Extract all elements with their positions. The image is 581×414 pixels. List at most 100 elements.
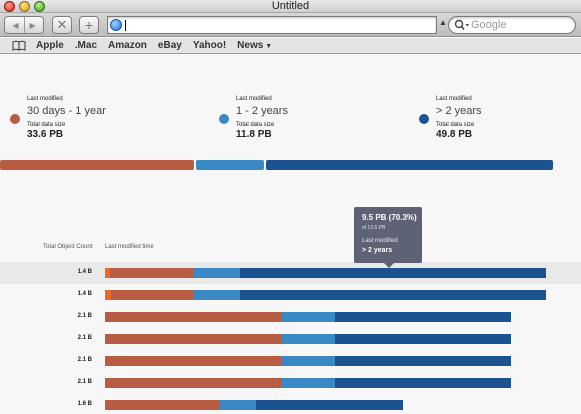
bookmark-amazon[interactable]: Amazon bbox=[108, 40, 147, 51]
object-count: 2.1 B bbox=[77, 357, 92, 363]
bookmark-yahoo[interactable]: Yahoo! bbox=[192, 40, 227, 51]
minimize-window-button[interactable] bbox=[19, 1, 30, 12]
zoom-window-button[interactable] bbox=[34, 1, 45, 12]
legend-size-label: Total data size bbox=[436, 122, 475, 128]
search-field[interactable] bbox=[448, 16, 576, 34]
row-bar-segment[interactable] bbox=[219, 400, 256, 410]
row-bar-segment[interactable] bbox=[335, 334, 511, 344]
row-bar-segment[interactable] bbox=[105, 268, 110, 278]
row-bar-segment[interactable] bbox=[193, 268, 240, 278]
table-row[interactable]: 2.1 B bbox=[0, 306, 581, 328]
row-bar-segment[interactable] bbox=[281, 334, 335, 344]
table-row[interactable]: 1.6 B bbox=[0, 394, 581, 414]
add-bookmark-button[interactable]: + bbox=[79, 16, 99, 34]
close-icon: ✕ bbox=[56, 17, 68, 32]
object-count: 1.6 B bbox=[77, 401, 92, 407]
open-book-icon[interactable] bbox=[12, 40, 26, 51]
legend-size: 11.8 PB bbox=[236, 129, 272, 140]
legend-dot bbox=[219, 114, 229, 124]
forward-arrow-icon[interactable]: ▶ bbox=[29, 20, 36, 30]
row-bar-segment[interactable] bbox=[110, 268, 193, 278]
legend-label: Last modified bbox=[27, 96, 63, 102]
row-bar-segment[interactable] bbox=[240, 290, 546, 300]
chevron-down-icon: ▼ bbox=[265, 43, 273, 50]
bookmark-ebay[interactable]: eBay bbox=[157, 40, 182, 51]
row-stacked-bar[interactable] bbox=[105, 378, 511, 388]
legend-size-label: Total data size bbox=[27, 122, 66, 128]
object-count: 2.1 B bbox=[77, 335, 92, 341]
bookmark-mac[interactable]: .Mac bbox=[74, 40, 98, 51]
count-column-header: Total Object Count bbox=[43, 244, 93, 250]
tooltip-label: Last modified bbox=[362, 238, 398, 244]
row-stacked-bar[interactable] bbox=[105, 334, 511, 344]
address-bar[interactable] bbox=[107, 16, 437, 34]
table-row[interactable]: 2.1 B bbox=[0, 328, 581, 350]
object-count: 2.1 B bbox=[77, 313, 92, 319]
back-arrow-icon[interactable]: ◀ bbox=[12, 20, 19, 30]
time-column-header: Last modified time bbox=[105, 244, 154, 250]
object-count: 2.1 B bbox=[77, 379, 92, 385]
legend-label: Last modified bbox=[436, 96, 472, 102]
table-row[interactable]: 1.4 B bbox=[0, 262, 581, 284]
object-count: 1.4 B bbox=[77, 291, 92, 297]
row-bar-segment[interactable] bbox=[105, 400, 219, 410]
url-history-chevron-icon[interactable]: ▲ bbox=[439, 18, 447, 27]
table-row[interactable]: 2.1 B bbox=[0, 372, 581, 394]
table-row[interactable]: 2.1 B bbox=[0, 350, 581, 372]
legend-size: 33.6 PB bbox=[27, 129, 64, 140]
bookmarks-bar: Apple .Mac Amazon eBay Yahoo! News ▼ bbox=[0, 38, 581, 54]
hover-tooltip: 9.5 PB (70.3%) of 13.5 PB Last modified … bbox=[354, 207, 422, 268]
row-stacked-bar[interactable] bbox=[105, 312, 511, 322]
legend-label: Last modified bbox=[236, 96, 272, 102]
legend-range: > 2 years bbox=[436, 105, 482, 117]
text-cursor bbox=[125, 20, 126, 31]
row-bar-segment[interactable] bbox=[256, 400, 403, 410]
stop-button[interactable]: ✕ bbox=[52, 16, 72, 34]
row-bar-segment[interactable] bbox=[193, 290, 240, 300]
bookmark-news[interactable]: News ▼ bbox=[237, 40, 272, 51]
row-bar-segment[interactable] bbox=[240, 268, 546, 278]
row-bar-segment[interactable] bbox=[281, 356, 335, 366]
bookmark-news-label: News bbox=[237, 40, 264, 51]
overall-bar-segment[interactable] bbox=[196, 160, 264, 170]
window-titlebar: Untitled bbox=[0, 0, 581, 13]
window-title: Untitled bbox=[271, 0, 310, 12]
page-content: Last modified 30 days - 1 year Total dat… bbox=[0, 55, 581, 414]
globe-icon bbox=[110, 19, 122, 31]
row-bar-segment[interactable] bbox=[335, 378, 511, 388]
overall-bar-segment[interactable] bbox=[0, 160, 194, 170]
row-bar-segment[interactable] bbox=[335, 356, 511, 366]
row-stacked-bar[interactable] bbox=[105, 356, 511, 366]
browser-toolbar: ◀ ▶ ✕ + ▲ bbox=[0, 13, 581, 37]
row-stacked-bar[interactable] bbox=[105, 268, 546, 278]
overall-bar-segment[interactable] bbox=[266, 160, 553, 170]
legend-range: 30 days - 1 year bbox=[27, 105, 106, 117]
tooltip-of-total: of 13.5 PB bbox=[362, 225, 386, 231]
row-bar-segment[interactable] bbox=[105, 312, 281, 322]
legend-size-label: Total data size bbox=[236, 122, 275, 128]
row-bar-segment[interactable] bbox=[281, 378, 335, 388]
button-separator bbox=[23, 17, 25, 33]
legend-size: 49.8 PB bbox=[436, 129, 473, 140]
row-bar-segment[interactable] bbox=[105, 334, 281, 344]
plus-icon: + bbox=[84, 17, 94, 33]
row-bar-segment[interactable] bbox=[105, 356, 281, 366]
row-bar-segment[interactable] bbox=[335, 312, 511, 322]
row-stacked-bar[interactable] bbox=[105, 400, 403, 410]
row-bar-segment[interactable] bbox=[105, 290, 111, 300]
row-bar-segment[interactable] bbox=[281, 312, 335, 322]
legend-range: 1 - 2 years bbox=[236, 105, 288, 117]
close-window-button[interactable] bbox=[4, 1, 15, 12]
tooltip-value: 9.5 PB (70.3%) bbox=[362, 213, 417, 222]
row-bar-segment[interactable] bbox=[105, 378, 281, 388]
back-forward-buttons: ◀ ▶ bbox=[4, 16, 44, 34]
legend-dot bbox=[419, 114, 429, 124]
search-icon bbox=[454, 19, 469, 31]
table-row[interactable]: 1.4 B bbox=[0, 284, 581, 306]
row-stacked-bar[interactable] bbox=[105, 290, 546, 300]
tooltip-bucket: > 2 years bbox=[362, 247, 393, 254]
bookmark-apple[interactable]: Apple bbox=[36, 40, 64, 51]
row-bar-segment[interactable] bbox=[111, 290, 193, 300]
overall-distribution-bar[interactable] bbox=[0, 160, 553, 170]
search-input[interactable] bbox=[471, 18, 571, 32]
